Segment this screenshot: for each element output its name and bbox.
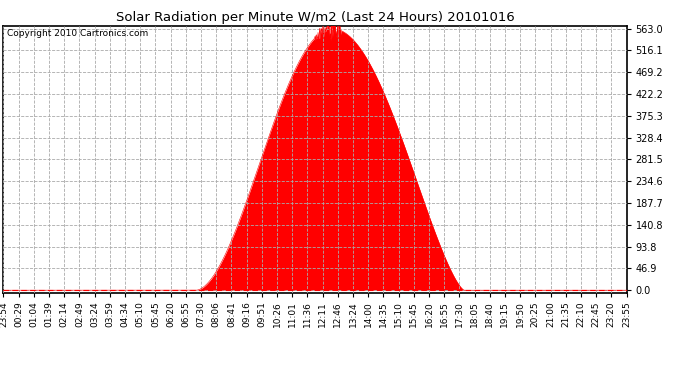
Text: Copyright 2010 Cartronics.com: Copyright 2010 Cartronics.com [7, 29, 148, 38]
Title: Solar Radiation per Minute W/m2 (Last 24 Hours) 20101016: Solar Radiation per Minute W/m2 (Last 24… [116, 11, 514, 24]
